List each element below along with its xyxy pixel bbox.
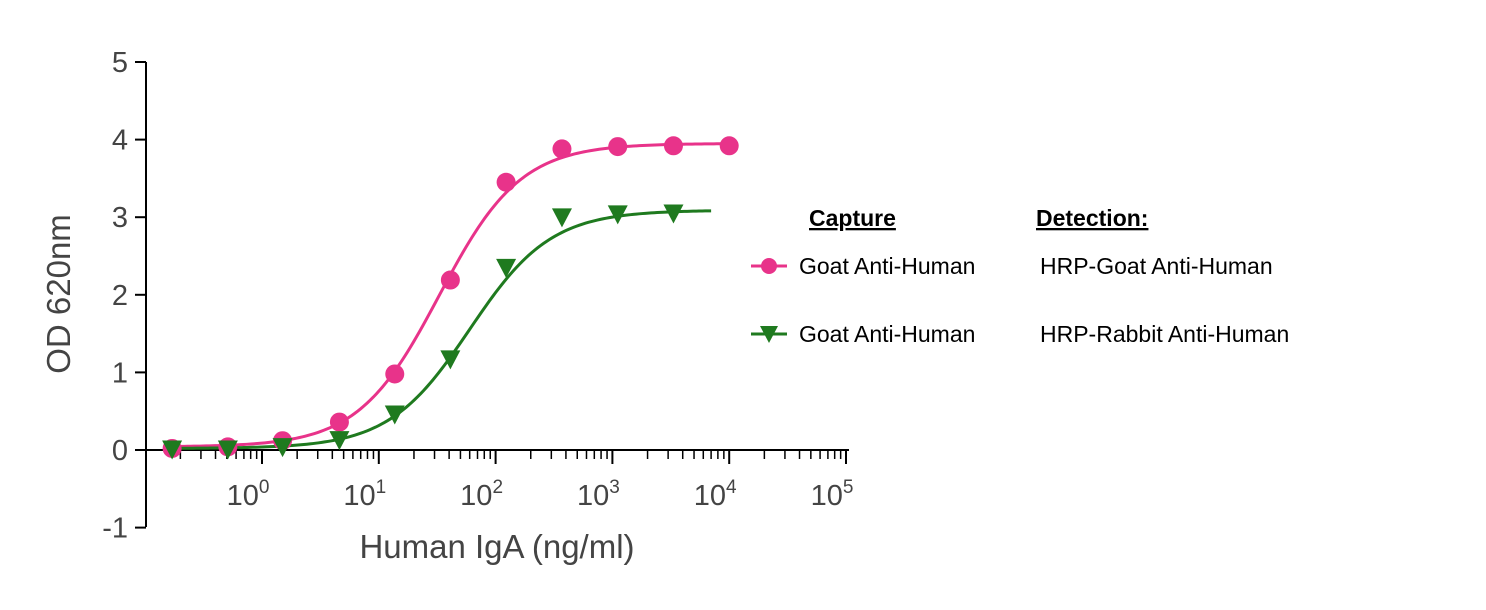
legend-detection-series-1: HRP-Goat Anti-Human (1040, 253, 1273, 279)
legend-marker-triangle-down (760, 326, 778, 343)
y-tick-label: -1 (102, 513, 128, 545)
data-point-series-2 (272, 438, 293, 458)
data-point-series-1 (440, 270, 460, 290)
data-point-series-2 (663, 204, 684, 224)
legend-marker-circle (761, 258, 777, 274)
data-point-series-1 (719, 136, 739, 156)
chart-ticks: -1 0 1 2 3 4 5 100 101 102 103 104 105 (102, 47, 853, 545)
data-point-series-1 (496, 172, 516, 192)
legend-capture-series-2: Goat Anti-Human (799, 321, 975, 347)
fit-curve-series-1 (172, 142, 730, 448)
x-tick-label: 100 (227, 477, 270, 512)
y-tick-label: 0 (112, 435, 128, 467)
legend-item-series-2: Goat Anti-Human HRP-Rabbit Anti-Human (751, 321, 1289, 347)
chart-curves (172, 142, 730, 450)
legend-detection-series-2: HRP-Rabbit Anti-Human (1040, 321, 1289, 347)
x-axis-title: Human IgA (ng/ml) (359, 528, 634, 565)
data-point-series-2 (440, 350, 461, 370)
data-point-series-1 (385, 364, 405, 384)
fit-curve-series-2 (172, 209, 712, 450)
x-tick-label: 102 (460, 477, 503, 512)
legend-header-detection: Detection: (1036, 205, 1148, 231)
x-tick-label: 103 (577, 477, 620, 512)
data-point-series-2 (162, 440, 183, 460)
data-point-series-2 (551, 208, 572, 228)
data-point-series-1 (552, 139, 572, 159)
data-point-series-2 (217, 440, 238, 460)
y-axis-title: OD 620nm (40, 214, 77, 374)
x-tick-label: 105 (811, 477, 854, 512)
data-point-series-1 (608, 137, 628, 157)
data-point-series-2 (496, 258, 517, 278)
data-point-series-1 (329, 412, 349, 432)
x-tick-label: 104 (694, 477, 737, 512)
legend-header-capture: Capture (809, 205, 896, 231)
data-point-series-2 (607, 205, 628, 225)
chart-axes (145, 62, 849, 527)
y-tick-label: 5 (112, 47, 128, 79)
data-point-series-1 (663, 136, 683, 156)
y-tick-label: 2 (112, 280, 128, 312)
legend: Capture Detection: Goat Anti-Human HRP-G… (751, 205, 1289, 347)
y-tick-label: 3 (112, 202, 128, 234)
data-point-series-2 (329, 431, 350, 451)
y-tick-label: 1 (112, 357, 128, 389)
legend-capture-series-1: Goat Anti-Human (799, 253, 975, 279)
x-tick-label: 101 (343, 477, 386, 512)
y-tick-label: 4 (112, 125, 128, 157)
legend-item-series-1: Goat Anti-Human HRP-Goat Anti-Human (751, 253, 1273, 279)
data-point-series-2 (384, 405, 405, 425)
chart-points (162, 136, 739, 460)
